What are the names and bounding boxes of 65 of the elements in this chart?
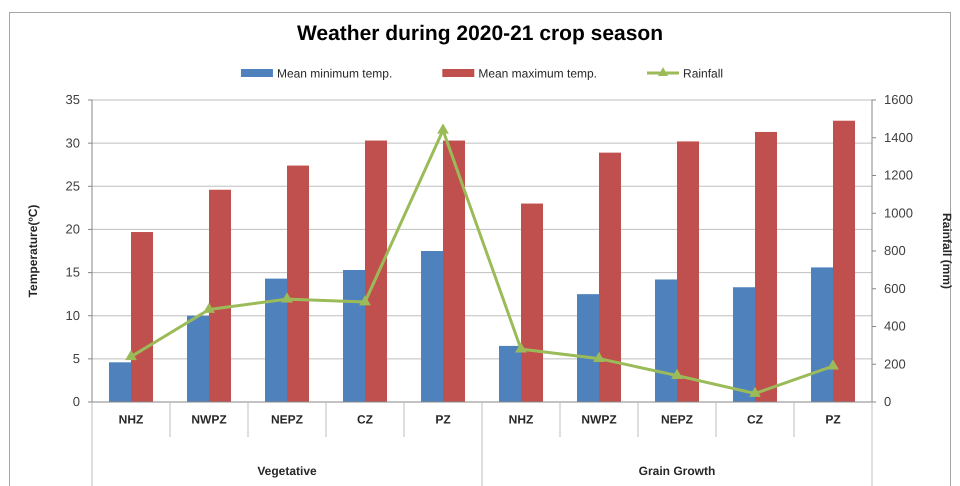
bar — [655, 279, 677, 402]
point — [359, 295, 371, 306]
y-tick-label: 0 — [72, 394, 80, 410]
bar — [755, 132, 777, 402]
bar — [109, 362, 131, 402]
bar — [577, 294, 599, 402]
y-tick-label: 25 — [66, 178, 80, 194]
bar — [443, 140, 465, 402]
legend-label: Mean maximum temp. — [478, 66, 598, 80]
x-tick-label: NWPZ — [581, 412, 617, 427]
bar — [131, 232, 153, 402]
x-tick-label: NHZ — [118, 412, 144, 427]
bar — [833, 120, 855, 402]
point — [203, 302, 215, 313]
point — [827, 359, 839, 370]
y-tick-label: 20 — [66, 222, 80, 237]
y-tick-label: 5 — [72, 351, 80, 366]
y2-tick-label: 0 — [884, 394, 892, 410]
y2-tick-label: 200 — [884, 356, 906, 372]
text: Vegetative — [257, 464, 318, 478]
y2-tick-label: 400 — [884, 318, 906, 334]
y-axis-title: Temperature(ºC) — [26, 204, 40, 298]
x-tick-label: PZ — [825, 412, 841, 427]
x-tick-label: CZ — [357, 412, 373, 427]
y-tick-label: 15 — [66, 264, 80, 280]
y2-tick-label: 1400 — [884, 130, 913, 145]
point — [593, 352, 605, 362]
x-tick-label: CZ — [747, 412, 763, 427]
text: Grain Growth — [638, 464, 716, 478]
x-tick-label: NHZ — [508, 412, 534, 427]
bar — [733, 287, 755, 402]
legend-label: Rainfall — [683, 66, 724, 80]
bar — [265, 278, 287, 402]
bar — [599, 152, 621, 402]
y2-tick-label: 600 — [884, 280, 906, 296]
x-tick-label: PZ — [435, 412, 451, 427]
point — [125, 350, 137, 360]
bar — [521, 204, 543, 402]
bar — [365, 140, 387, 402]
x-tick-label: NEPZ — [270, 412, 304, 427]
x-tick-label: NEPZ — [660, 412, 694, 427]
y-tick-label: 35 — [66, 92, 80, 108]
bar — [187, 316, 209, 402]
y2-tick-label: 1200 — [884, 168, 913, 183]
bar — [811, 267, 833, 402]
point — [515, 342, 527, 353]
legend-label: Mean minimum temp. — [276, 66, 392, 80]
bar — [677, 141, 699, 402]
y2-tick-label: 800 — [884, 243, 906, 258]
y2-tick-label: 1600 — [884, 92, 913, 108]
point — [281, 292, 293, 303]
point — [671, 368, 683, 379]
y2-axis-title: Rainfall (mm) — [940, 212, 954, 290]
y2-tick-label: 1000 — [884, 205, 913, 220]
bar — [343, 270, 365, 402]
point — [749, 386, 761, 397]
bar — [209, 190, 231, 402]
point — [437, 123, 449, 134]
y-tick-label: 30 — [66, 135, 80, 150]
chart-title: Weather during 2020-21 crop season — [296, 22, 664, 45]
bar — [421, 251, 443, 402]
x-tick-label: NWPZ — [191, 412, 227, 427]
bar — [499, 346, 521, 402]
bar — [287, 166, 309, 402]
y-tick-label: 10 — [66, 308, 80, 323]
